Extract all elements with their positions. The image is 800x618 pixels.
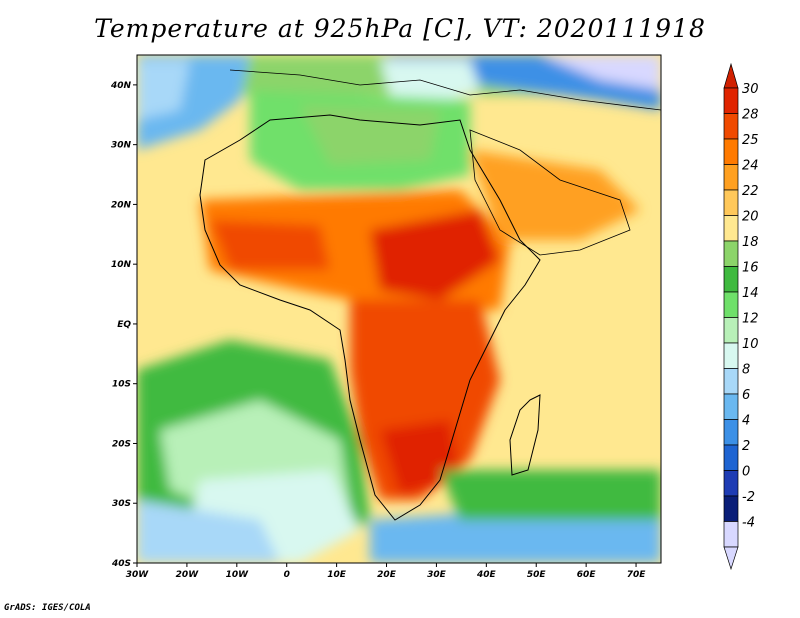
- x-tick-label: 30E: [427, 570, 447, 580]
- colorbar-level-label: 12: [742, 312, 759, 327]
- colorbar-swatch: [723, 266, 739, 293]
- map-frame: [136, 54, 662, 564]
- temperature-field: [137, 55, 661, 563]
- madagascar-outline: [509, 394, 541, 476]
- colorbar-level-label: 25: [742, 133, 759, 148]
- colorbar-level-label: 2: [742, 439, 750, 454]
- longitude-axis: 30W 20W 10W 0 10E 20E 30E 40E 50E 60E 70E: [126, 563, 646, 580]
- colorbar-level-label: 0: [742, 465, 750, 480]
- x-tick-label: 20W: [176, 570, 200, 580]
- colorbar-swatch: [723, 138, 739, 165]
- colorbar-top-arrow: [723, 62, 739, 89]
- y-tick-label: 30N: [111, 141, 132, 151]
- colorbar-level-label: 24: [742, 159, 759, 174]
- colorbar-swatch: [723, 444, 739, 471]
- colorbar-swatch: [723, 189, 739, 216]
- colorbar-level-label: 18: [742, 235, 759, 250]
- colorbar-level-label: 10: [742, 337, 759, 352]
- colorbar-level-label: 16: [742, 261, 759, 276]
- field-arabia: [470, 150, 640, 240]
- colorbar-level-label: 4: [742, 414, 750, 429]
- colorbar-level-label: 28: [742, 108, 759, 123]
- y-tick-label: 20N: [111, 200, 132, 210]
- colorbar-level-label: 14: [742, 286, 759, 301]
- colorbar-swatch: [723, 113, 739, 140]
- arabia-outline: [469, 129, 631, 256]
- x-tick-label: 30W: [126, 570, 150, 580]
- x-tick-label: 40E: [476, 570, 497, 580]
- x-tick-label: 60E: [577, 570, 597, 580]
- colorbar-level-label: 20: [742, 210, 759, 225]
- colorbar-swatch: [723, 495, 739, 522]
- colorbar-level-label: 8: [742, 363, 750, 378]
- latitude-axis: 40N 30N 20N 10N EQ 10S 20S 30S 40S: [110, 81, 137, 569]
- y-tick-label: 20S: [112, 439, 131, 449]
- colorbar-swatch: [723, 215, 739, 242]
- colorbar-level-label: 30: [742, 82, 759, 97]
- colorbar-swatch: [723, 240, 739, 267]
- grads-credit: GrADS: IGES/COLA: [4, 603, 91, 613]
- colorbar-swatch: [723, 164, 739, 191]
- x-tick-label: 70E: [627, 570, 647, 580]
- colorbar-swatch: [723, 317, 739, 344]
- colorbar-level-label: 6: [742, 388, 750, 403]
- x-tick-label: 10W: [226, 570, 250, 580]
- colorbar-swatch: [723, 470, 739, 497]
- colorbar-swatch: [723, 521, 739, 548]
- colorbar-bottom-arrow: [723, 546, 739, 571]
- colorbar-swatch: [723, 87, 739, 114]
- map-title: Temperature at 925hPa [C], VT: 202011191…: [94, 14, 706, 43]
- colorbar-level-label: 22: [742, 184, 759, 199]
- colorbar-swatch: [723, 419, 739, 446]
- x-tick-label: 0: [284, 570, 290, 580]
- colorbar-level-label: -4: [742, 516, 755, 531]
- europe-coastline: [229, 69, 661, 111]
- colorbar-swatch: [723, 393, 739, 420]
- africa-coastline: [199, 114, 541, 521]
- colorbar-swatch: [723, 368, 739, 395]
- colorbar-swatch: [723, 291, 739, 318]
- y-tick-label: 30S: [112, 499, 131, 509]
- y-tick-label: 40N: [110, 81, 132, 91]
- x-tick-label: 50E: [527, 570, 547, 580]
- y-tick-label: 10N: [111, 260, 132, 270]
- colorbar-swatch: [723, 342, 739, 369]
- x-tick-label: 20E: [377, 570, 397, 580]
- colorbar-level-label: -2: [742, 490, 755, 505]
- y-tick-label: 40S: [111, 559, 131, 569]
- y-tick-label: 10S: [112, 380, 131, 390]
- y-tick-label: EQ: [117, 320, 131, 330]
- x-tick-label: 10E: [327, 570, 347, 580]
